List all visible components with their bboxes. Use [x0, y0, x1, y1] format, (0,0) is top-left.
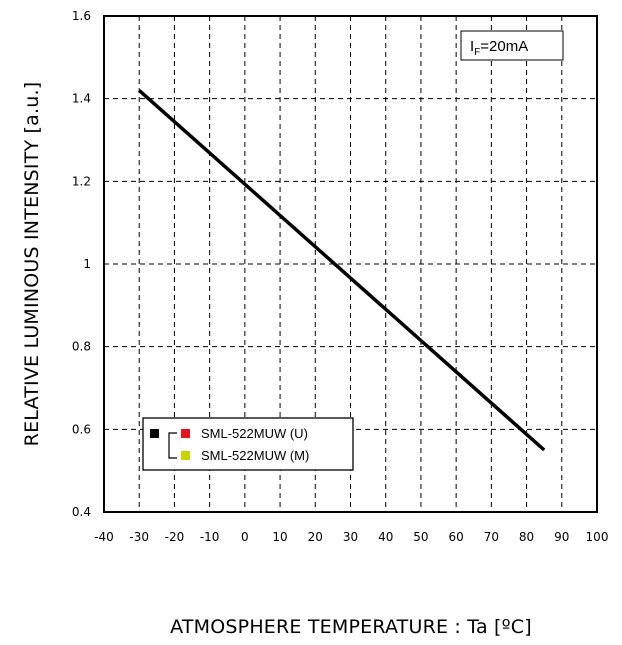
x-tick-label: 60 [449, 530, 464, 544]
x-tick-label: 0 [241, 530, 249, 544]
series-layer [138, 89, 546, 452]
y-tick-label: 1 [83, 257, 91, 271]
series-line [138, 89, 546, 452]
legend-bracket [168, 432, 177, 459]
x-tick-label: 70 [484, 530, 499, 544]
x-tick-label: 50 [413, 530, 428, 544]
x-tick-label: 10 [272, 530, 287, 544]
grid-lines [104, 16, 597, 512]
annotation-main: I [470, 38, 474, 55]
y-tick-label: 1.2 [72, 174, 91, 188]
x-tick-label: 80 [519, 530, 534, 544]
x-tick-label: 100 [586, 530, 609, 544]
x-tick-label: 90 [554, 530, 569, 544]
legend-label-m: SML-522MUW (M) [201, 448, 309, 463]
y-axis-tick-labels: 0.4 0.6 0.8 1 1.2 1.4 1.6 [72, 9, 91, 519]
legend-group-swatch [150, 429, 159, 438]
legend-swatch-m [181, 451, 190, 460]
legend: SML-522MUW (U) SML-522MUW (M) [142, 417, 354, 471]
annotation-rest: =20mA [480, 38, 528, 55]
x-axis-tick-labels: -40 -30 -20 -10 0 10 20 30 40 50 60 70 80 90 100 [94, 530, 608, 544]
x-tick-label: -30 [129, 530, 149, 544]
x-tick-label: 20 [308, 530, 323, 544]
condition-annotation: IF=20mA [460, 30, 564, 61]
y-axis-label: RELATIVE LUMINOUS INTENSITY [a.u.] [21, 82, 43, 447]
y-tick-label: 0.8 [72, 340, 91, 354]
y-tick-label: 0.6 [72, 422, 91, 436]
x-tick-label: 30 [343, 530, 358, 544]
x-tick-label: 40 [378, 530, 393, 544]
legend-swatch-u [181, 429, 190, 438]
annotation-text: IF=20mA [470, 38, 528, 58]
x-tick-label: -10 [200, 530, 220, 544]
legend-label-u: SML-522MUW (U) [201, 426, 308, 441]
plot-area-frame [103, 15, 598, 513]
annotation-subscript: F [474, 47, 480, 58]
annotation-box [460, 30, 564, 61]
y-tick-label: 1.4 [72, 92, 91, 106]
x-tick-label: -20 [165, 530, 185, 544]
x-tick-label: -40 [94, 530, 114, 544]
legend-box [142, 417, 354, 471]
x-axis-label: ATMOSPHERE TEMPERATURE : Ta [ºC] [170, 616, 532, 638]
y-tick-label: 0.4 [72, 505, 91, 519]
y-tick-label: 1.6 [72, 9, 91, 23]
